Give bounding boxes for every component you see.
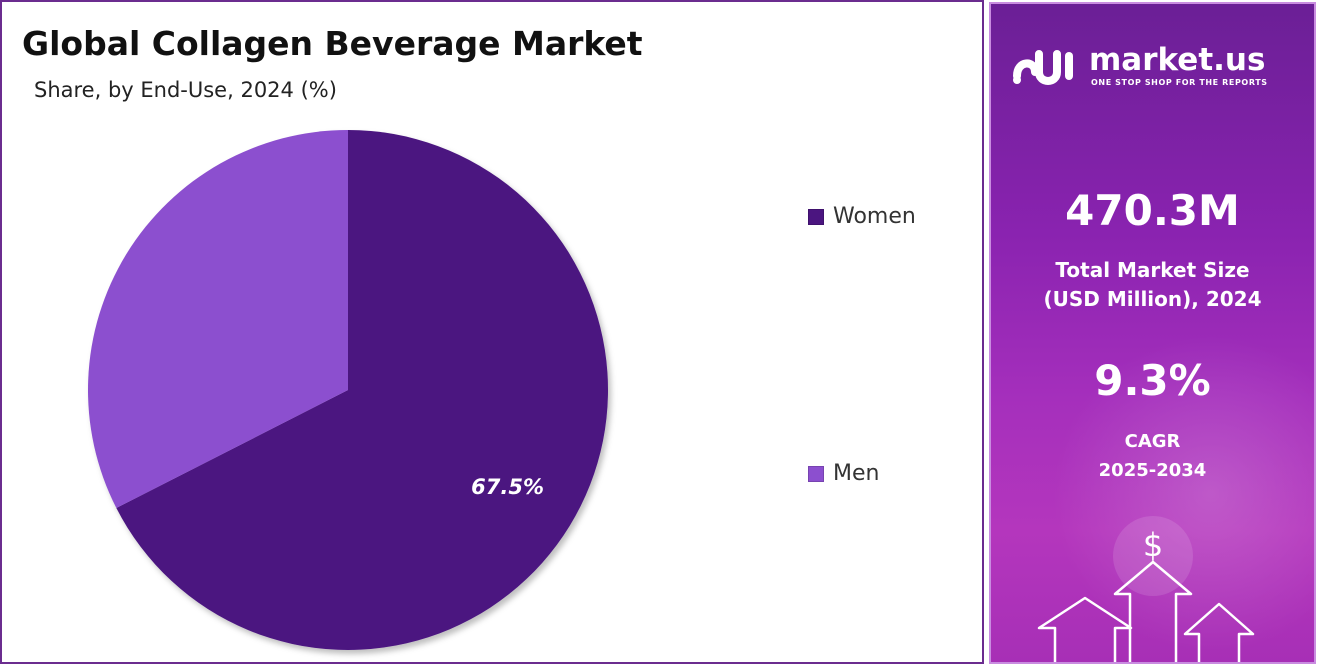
pie-slice-men (88, 130, 349, 509)
market-size-unit-year: (USD Million), 2024 (1043, 287, 1262, 311)
background-glow (1051, 334, 1314, 654)
dollar-growth-arrows-icon: $ (1037, 516, 1255, 662)
legend-swatch-women (808, 208, 824, 225)
legend-label-women: Women (833, 204, 916, 229)
cagr-period: 2025-2034 (1098, 460, 1207, 481)
summary-sidebar: market.us ONE STOP SHOP FOR THE REPORTS … (989, 2, 1316, 664)
cagr-label: CAGR (1124, 431, 1181, 452)
pie-slice-women (116, 130, 608, 650)
brand-name: market.us (1089, 42, 1266, 78)
market-us-logo-icon (1013, 50, 1073, 85)
legend-item-men: Men (808, 461, 879, 486)
brand-logo-block: market.us ONE STOP SHOP FOR THE REPORTS (1011, 42, 1311, 92)
market-size-label: Total Market Size (1055, 258, 1250, 282)
chart-subtitle: Share, by End-Use, 2024 (%) (34, 78, 337, 102)
pie-chart: 67.5% (88, 130, 608, 650)
data-label-women: 67.5% (471, 475, 544, 499)
cagr-value: 9.3% (1094, 356, 1211, 405)
chart-panel: Global Collagen Beverage Market Share, b… (0, 0, 984, 664)
market-size-value: 470.3M (1065, 186, 1240, 235)
dollar-sign: $ (1143, 526, 1163, 564)
legend-label-men: Men (833, 461, 880, 486)
brand-tagline: ONE STOP SHOP FOR THE REPORTS (1091, 78, 1268, 87)
legend-item-women: Women (808, 204, 916, 229)
legend-swatch-men (808, 465, 824, 482)
chart-title: Global Collagen Beverage Market (22, 24, 643, 63)
